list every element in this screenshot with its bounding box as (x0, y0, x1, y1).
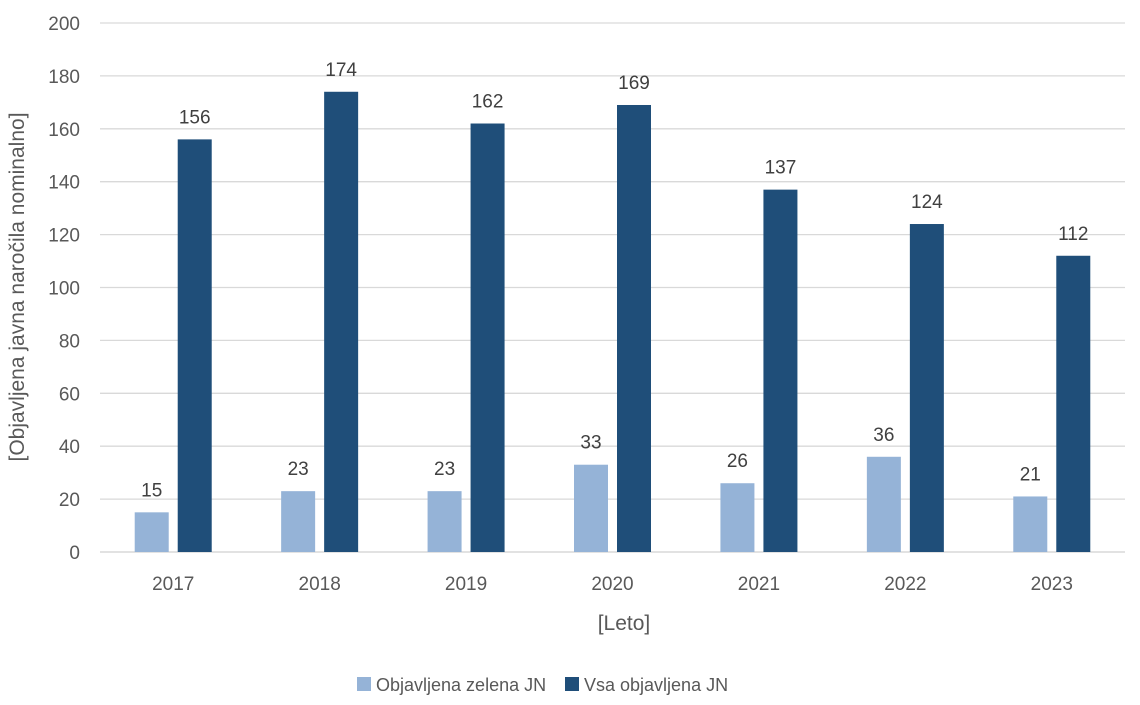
x-tick-label: 2023 (1031, 574, 1073, 595)
y-tick-label: 40 (59, 437, 80, 458)
bar-zelena-2017 (134, 512, 169, 552)
x-tick-label: 2018 (299, 574, 341, 595)
bar-vsa-2019 (470, 123, 505, 552)
y-tick-label: 60 (59, 384, 80, 405)
data-labels: 15 156 23 174 23 162 33 169 26 137 36 124 21 112 (141, 60, 1088, 502)
bar-vsa-2021 (763, 189, 798, 552)
legend-label: Objavljena zelena JN (376, 675, 546, 695)
bars (134, 91, 1091, 553)
data-label: 112 (1058, 224, 1088, 245)
bar-vsa-2017 (177, 139, 212, 552)
y-tick-label: 20 (59, 490, 80, 511)
x-tick-label: 2022 (884, 574, 926, 595)
data-label: 23 (288, 459, 309, 480)
x-tick-label: 2021 (738, 574, 780, 595)
x-tick-label: 2017 (152, 574, 194, 595)
bar-zelena-2021 (720, 483, 755, 552)
legend-swatch (565, 677, 579, 691)
x-tick-label: 2020 (591, 574, 633, 595)
data-label: 124 (911, 192, 943, 213)
y-tick-label: 160 (48, 120, 80, 141)
legend: Objavljena zelena JN Vsa objavljena JN (357, 675, 728, 695)
data-label: 137 (765, 158, 797, 179)
data-label: 169 (618, 73, 650, 94)
bar-vsa-2020 (617, 104, 651, 553)
y-tick-label: 0 (69, 543, 80, 564)
legend-swatch (357, 677, 371, 691)
y-tick-label: 180 (48, 67, 80, 88)
data-label: 162 (472, 92, 504, 113)
bar-vsa-2022 (909, 224, 944, 552)
bar-vsa-2023 (1056, 255, 1091, 552)
data-label: 36 (873, 425, 894, 446)
y-tick-label: 120 (48, 226, 80, 247)
bar-zelena-2020 (574, 464, 608, 552)
data-label: 23 (434, 459, 455, 480)
y-tick-label: 80 (59, 331, 80, 352)
data-label: 21 (1020, 464, 1041, 485)
bar-zelena-2022 (866, 456, 901, 552)
bar-zelena-2019 (427, 491, 462, 552)
y-axis-tick-labels: 0 20 40 60 80 100 120 140 160 180 200 (48, 14, 80, 564)
legend-label: Vsa objavljena JN (584, 675, 728, 695)
y-axis-title: [Objavljena javna naročila nominalno] (6, 112, 29, 461)
y-tick-label: 100 (48, 279, 80, 300)
bar-zelena-2018 (281, 491, 316, 552)
gridlines (100, 22, 1125, 553)
y-tick-label: 140 (48, 173, 80, 194)
bar-vsa-2018 (324, 91, 359, 553)
x-tick-label: 2019 (445, 574, 487, 595)
data-label: 15 (141, 480, 162, 501)
bar-zelena-2023 (1013, 496, 1048, 552)
data-label: 156 (179, 107, 211, 128)
y-tick-label: 200 (48, 14, 80, 35)
x-axis-title: [Leto] (598, 612, 651, 635)
x-axis-tick-labels: 2017 2018 2019 2020 2021 2022 2023 (152, 574, 1073, 595)
data-label: 174 (325, 60, 357, 81)
data-label: 26 (727, 451, 748, 472)
data-label: 33 (580, 433, 601, 454)
